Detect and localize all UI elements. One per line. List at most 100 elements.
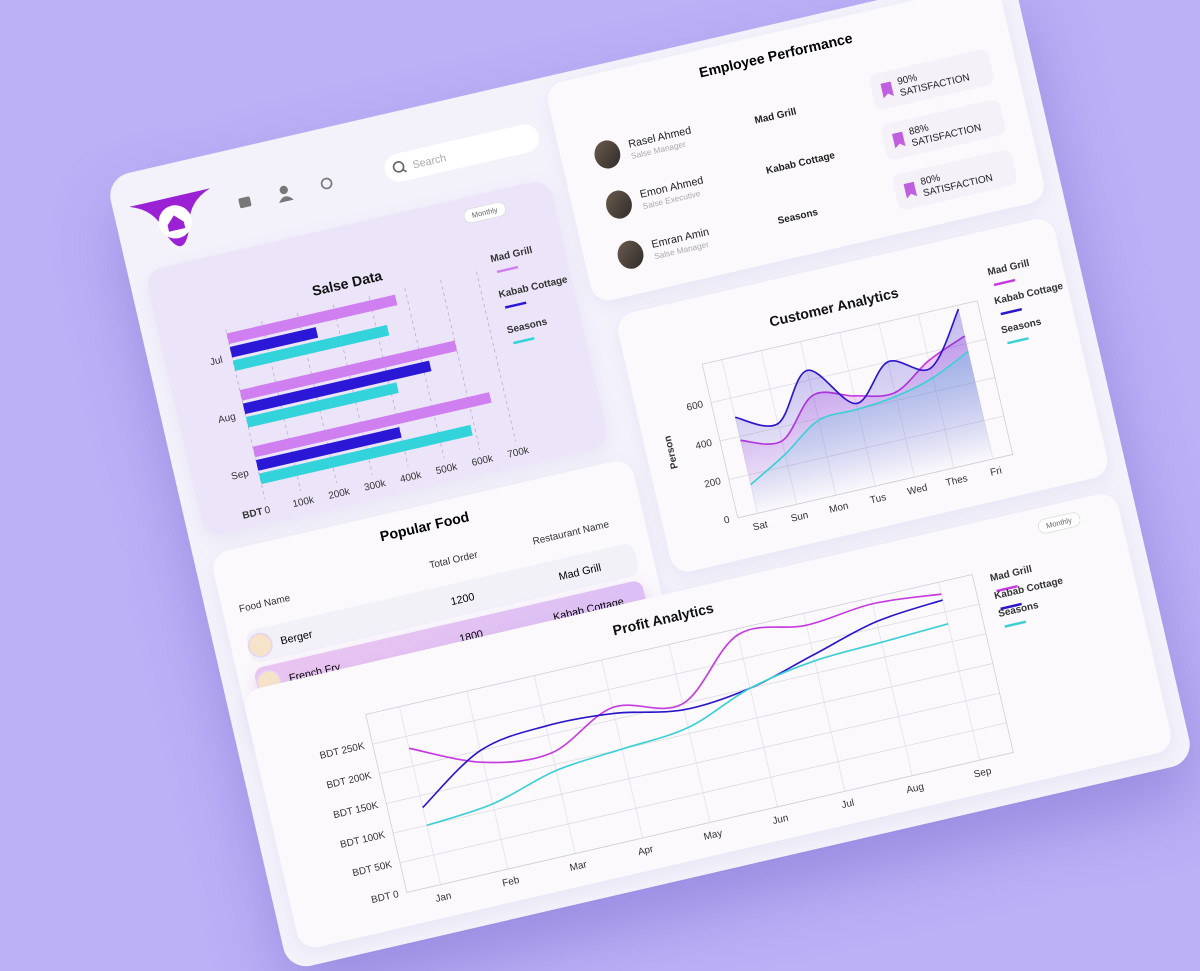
legend-swatch (1007, 337, 1029, 345)
x-tick-label: 200k (327, 486, 351, 502)
satisfaction-text: 80% SATISFACTION (919, 171, 994, 199)
x-tick-label: 600k (471, 453, 495, 469)
legend-swatch (996, 584, 1018, 593)
legend-label: Kabab Cottage (993, 281, 1064, 308)
legend-label: Seasons (1000, 316, 1043, 336)
legend-label: Mad Grill (490, 245, 534, 265)
y-tick-label: BDT 100K (339, 830, 386, 851)
bar (259, 424, 473, 485)
home-icon (167, 215, 186, 232)
bar (252, 392, 492, 458)
x-tick-label: Feb (501, 875, 521, 890)
y-tick-label: 200 (703, 476, 722, 491)
badge-icon (892, 132, 906, 149)
x-tick-label: 300k (363, 478, 387, 494)
plot-frame (365, 573, 1014, 893)
line (735, 308, 960, 427)
legend-swatch (993, 278, 1016, 287)
legend-label: Seasons (506, 316, 549, 336)
nav-bar (129, 177, 333, 247)
bar (232, 324, 390, 371)
sales-chart: Salse Data 0 100k 200k 300k 400k 500k 600k 700k B… (209, 245, 569, 522)
bar (255, 427, 402, 471)
x-tick-label: 0 (264, 505, 272, 517)
profile-icon[interactable] (279, 185, 289, 195)
legend-label: Kabab Cottage (498, 274, 569, 301)
legend-swatch (496, 265, 519, 274)
line (426, 622, 949, 827)
satisfaction-text: 90% SATISFACTION (896, 71, 971, 99)
grid-line (938, 582, 981, 761)
restaurant-name: Seasons (776, 205, 819, 227)
y-tick-label: BDT 0 (370, 889, 400, 906)
legend-swatch (513, 337, 535, 345)
area (750, 351, 994, 514)
y-tick-label: Sep (230, 468, 250, 483)
x-tick-label: Sat (752, 519, 769, 533)
restaurant-name: Mad Grill (753, 105, 798, 127)
legend-swatch (1000, 307, 1023, 316)
x-tick-label: Jun (771, 813, 789, 827)
y-tick-label: BDT 250K (319, 741, 366, 762)
legend-label: Mad Grill (989, 564, 1033, 584)
x-tick-label: Wed (906, 483, 928, 498)
x-tick-label: 400k (399, 470, 423, 486)
grid-line (870, 597, 913, 776)
y-tick-label: BDT 200K (326, 770, 373, 791)
x-tick-label: 700k (507, 445, 531, 461)
x-tick-label: Sep (973, 766, 993, 781)
profit-panel: Profit Analytics BDT 0 BDT 50K BDT 100K BDT … (241, 490, 1175, 951)
grid-line (225, 329, 266, 500)
line (750, 350, 969, 486)
restaurant-name: Kabab Cottage (764, 149, 836, 177)
menu-icon[interactable] (238, 196, 252, 209)
bar (245, 382, 399, 428)
y-tick-label: BDT 150K (332, 800, 379, 821)
grid-line (668, 644, 711, 823)
badge-icon (880, 81, 894, 98)
legend-label: Mad Grill (987, 258, 1031, 278)
x-tick-label: Aug (905, 781, 925, 796)
search-placeholder: Search (411, 150, 448, 171)
grid-line (368, 296, 409, 467)
legend-label: Seasons (997, 600, 1040, 620)
grid-line (803, 613, 846, 792)
x-tick-label: 100k (292, 495, 316, 511)
employee-info: Emran Amin Salse Manager (650, 209, 780, 262)
x-tick-label: Tus (869, 492, 887, 506)
avatar (603, 187, 635, 222)
profit-chart: Profit Analytics BDT 0 BDT 50K BDT 100K BDT … (319, 564, 1065, 906)
grid-line (332, 304, 373, 475)
search-box[interactable]: Search (381, 121, 542, 185)
grid-line (399, 706, 441, 885)
dashboard: Search Salse Data 0 100k 200k 300k 400k 500k 60… (105, 0, 1195, 971)
grid-line (440, 279, 481, 450)
settings-icon[interactable] (320, 177, 333, 190)
line (422, 599, 943, 809)
chart-title: Salse Data (310, 267, 383, 299)
bar (229, 327, 319, 358)
x-tick-label: May (703, 828, 724, 843)
y-tick-label: Jul (209, 355, 224, 369)
column-header: Restaurant Name (531, 518, 611, 548)
legend-swatch (504, 301, 527, 309)
y-tick-label: Aug (217, 411, 237, 426)
x-tick-label: 500k (435, 462, 459, 478)
customer-chart: Customer Analytics0200400600SatSunMonTus… (662, 258, 1064, 534)
grid-line (735, 628, 778, 807)
satisfaction-text: 88% SATISFACTION (907, 121, 983, 149)
cell-text: Berger (279, 627, 314, 647)
y-tick-label: 400 (695, 438, 714, 453)
y-tick-label: BDT 50K (351, 859, 393, 879)
grid-line (533, 675, 576, 854)
bar (239, 340, 458, 401)
x-unit: BDT (242, 506, 264, 521)
customer-panel: Customer Analytics 0 200 400 600 Sat Sun Mon Tus… (614, 215, 1111, 576)
y-axis-label: Person (662, 435, 680, 470)
profile-icon-body (279, 196, 294, 203)
x-tick-label: Mar (569, 859, 589, 874)
grid-line (296, 312, 337, 483)
grid-line (261, 321, 302, 492)
grid-line (721, 359, 758, 514)
bar (242, 360, 432, 415)
